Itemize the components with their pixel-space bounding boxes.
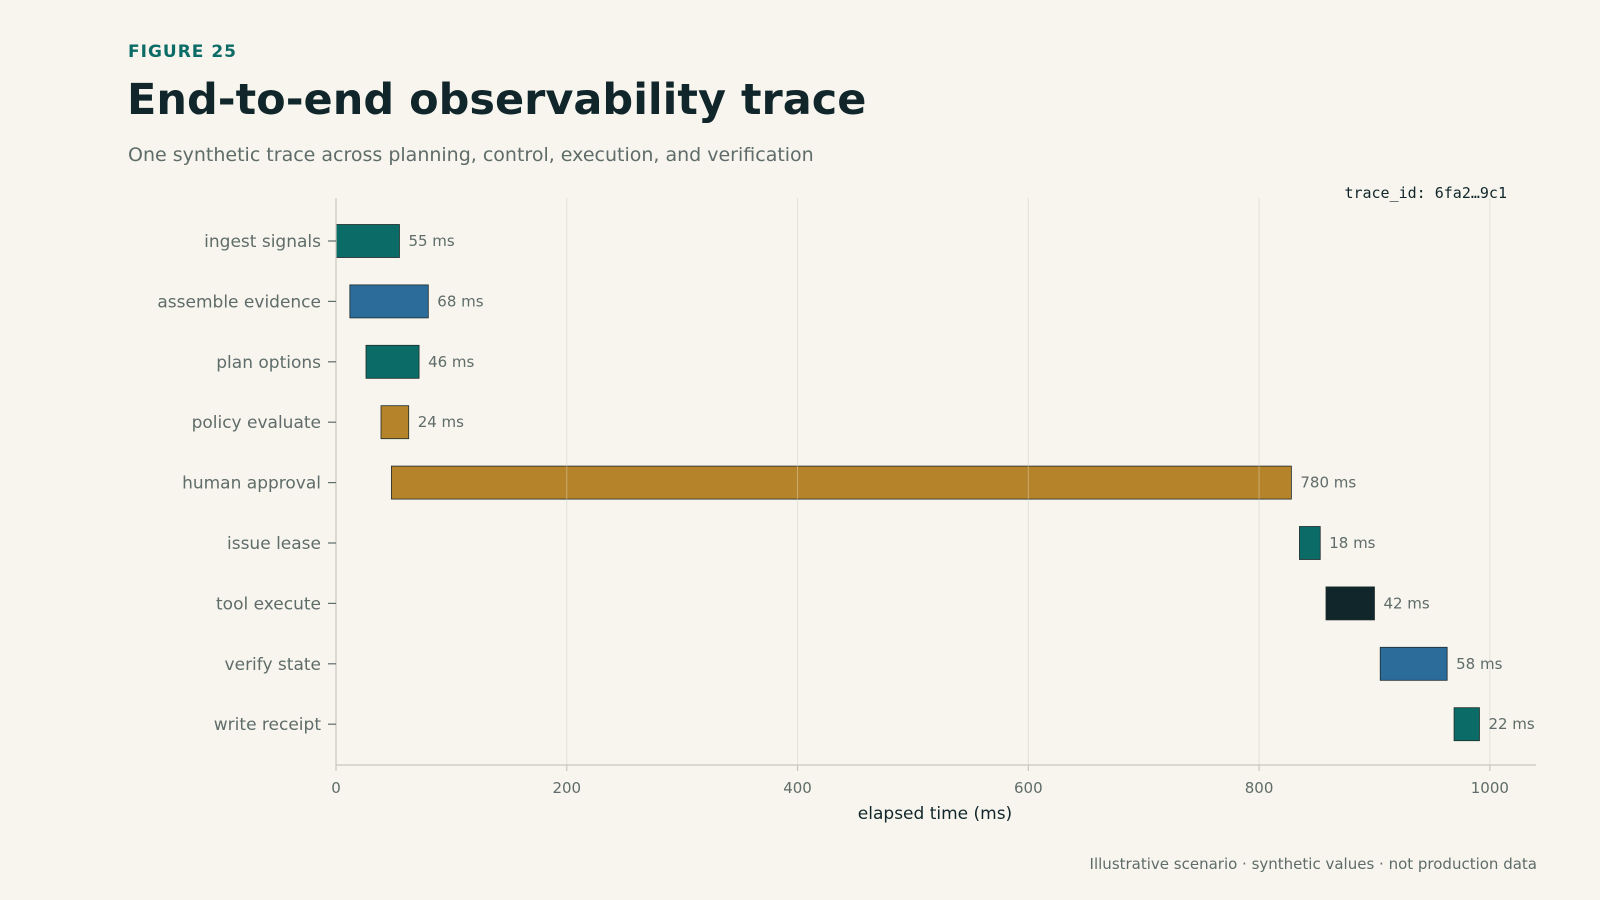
span-bar (349, 284, 429, 319)
y-category-label: human approval (182, 474, 321, 494)
span-bar (335, 224, 400, 258)
y-category-label: issue lease (227, 534, 321, 554)
trace-id-label: trace_id: 6fa2…9c1 (1344, 184, 1507, 202)
data-label: 18 ms (1329, 534, 1375, 552)
x-tick-label: 1000 (1471, 779, 1509, 797)
data-label: 58 ms (1456, 655, 1502, 673)
data-label: 55 ms (408, 232, 454, 250)
y-category-label: plan options (216, 353, 321, 373)
x-tick-label: 400 (783, 779, 812, 797)
y-category-label: policy evaluate (192, 413, 321, 433)
x-tick-label: 200 (552, 779, 581, 797)
x-axis-label: elapsed time (ms) (858, 804, 1012, 824)
span-bars (335, 198, 1491, 765)
page-title: End-to-end observability trace (127, 75, 867, 125)
labels: 0 200 400 600 800 1000 ingest signals 55 ms asse… (157, 232, 1535, 797)
span-bar (1453, 707, 1480, 742)
y-category-label: ingest signals (204, 232, 321, 252)
data-label: 22 ms (1488, 715, 1534, 733)
x-tick-label: 800 (1245, 779, 1274, 797)
y-category-label: assemble evidence (157, 292, 321, 312)
axes (328, 198, 1536, 771)
span-bar (380, 405, 410, 440)
data-label: 42 ms (1383, 594, 1429, 612)
data-label: 780 ms (1300, 474, 1356, 492)
span-bar (1325, 586, 1375, 621)
figure-number: FIGURE 25 (128, 42, 237, 62)
x-tick-label: 0 (331, 779, 341, 797)
y-category-label: tool execute (216, 594, 321, 614)
span-bar (1299, 526, 1321, 560)
y-category-label: write receipt (214, 715, 322, 735)
span-bar (1379, 646, 1448, 681)
span-bar (365, 344, 420, 379)
data-label: 46 ms (428, 353, 474, 371)
span-bar (390, 465, 1292, 500)
x-tick-label: 600 (1014, 779, 1043, 797)
data-label: 24 ms (418, 413, 464, 431)
footnote: Illustrative scenario · synthetic values… (1089, 855, 1537, 873)
page-subtitle: One synthetic trace across planning, con… (128, 144, 814, 166)
data-label: 68 ms (437, 292, 483, 310)
y-category-label: verify state (225, 655, 321, 675)
